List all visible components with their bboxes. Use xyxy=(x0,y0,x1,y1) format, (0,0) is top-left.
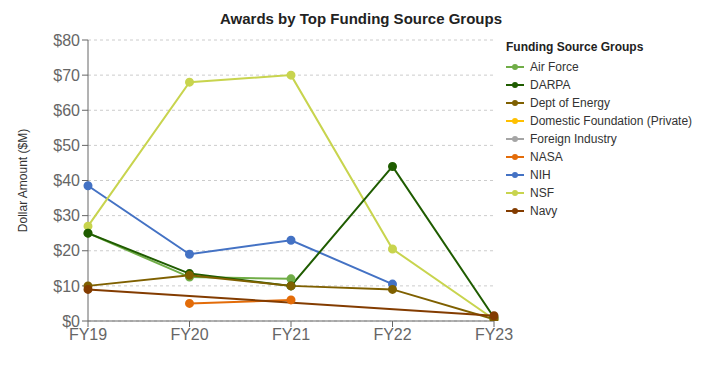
svg-text:FY22: FY22 xyxy=(373,326,411,343)
svg-text:$10: $10 xyxy=(53,278,80,295)
svg-text:$20: $20 xyxy=(53,242,80,259)
html-text:Awards by Top Funding Source G: Awards by Top Funding Source Groups xyxy=(220,10,502,27)
html-text:DARPA: DARPA xyxy=(530,78,571,92)
html-text:Air Force: Air Force xyxy=(530,60,579,74)
svg-text:FY21: FY21 xyxy=(272,326,310,343)
svg-text:$0: $0 xyxy=(62,313,80,330)
html-text:Funding Source Groups: Funding Source Groups xyxy=(506,40,644,54)
svg-text:$80: $80 xyxy=(53,32,80,49)
svg-text:FY20: FY20 xyxy=(170,326,208,343)
svg-text:$30: $30 xyxy=(53,207,80,224)
svg-text:FY19: FY19 xyxy=(68,326,108,344)
html-text:Domestic Foundation (Private): Domestic Foundation (Private) xyxy=(530,114,693,128)
html-text:NASA: NASA xyxy=(530,150,563,164)
svg-text:$40: $40 xyxy=(53,172,80,189)
html-text:Dept of Energy: Dept of Energy xyxy=(530,96,610,110)
svg-text:$50: $50 xyxy=(53,137,80,154)
svg-text:Dollar Amount ($M): Dollar Amount ($M) xyxy=(16,129,30,232)
svg-text:FY23: FY23 xyxy=(475,326,513,343)
svg-text:$60: $60 xyxy=(53,102,80,119)
html-text:NSF: NSF xyxy=(530,186,554,200)
html-text:NIH: NIH xyxy=(530,168,551,182)
svg-text:$70: $70 xyxy=(53,67,80,84)
html-text:Navy: Navy xyxy=(530,204,558,218)
html-text:Foreign Industry: Foreign Industry xyxy=(530,132,617,146)
